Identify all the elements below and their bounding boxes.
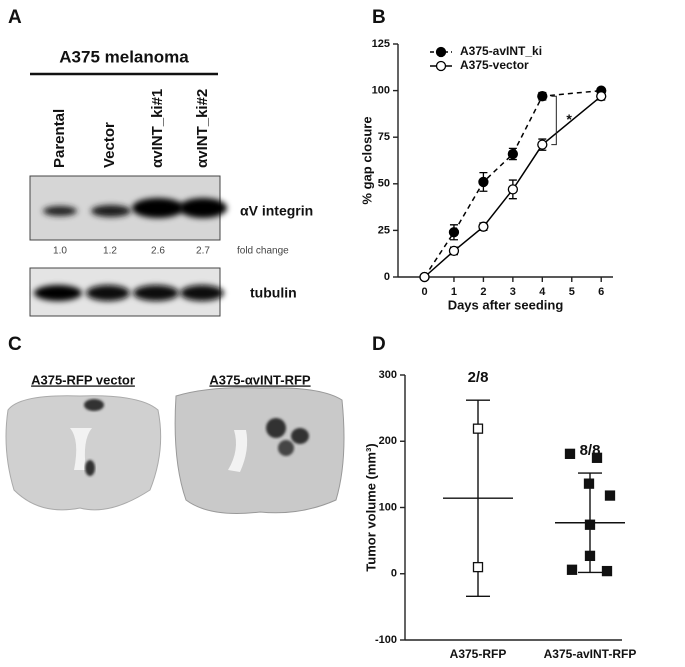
panel-label: C: [8, 334, 22, 355]
series-line: [424, 95, 602, 278]
point: [448, 245, 460, 257]
point: [537, 139, 548, 150]
x-tick-label: 1: [451, 286, 457, 298]
y-axis-label: Tumor volume (mm³): [363, 443, 378, 571]
point: [601, 565, 613, 577]
y-tick-label: 300: [379, 369, 397, 381]
x-axis-label: Days after seeding: [448, 297, 564, 312]
y-tick-label: 0: [384, 271, 390, 283]
point: [419, 271, 430, 283]
blot-lower: [29, 267, 224, 317]
y-tick-label: 100: [379, 501, 397, 513]
blot-title: A375 melanoma: [59, 47, 189, 66]
blot-upper: [29, 175, 227, 241]
point: [472, 423, 484, 434]
band-label: tubulin: [250, 285, 297, 301]
x-tick-label: A375-avINT-RFP: [544, 647, 637, 661]
point: [537, 91, 548, 102]
y-tick-label: 125: [372, 38, 390, 50]
fold-change: 2.6: [151, 246, 165, 257]
lane-label: Parental: [51, 109, 68, 168]
y-tick-label: 50: [378, 178, 390, 190]
series-line: [423, 89, 602, 278]
point: [448, 227, 460, 238]
y-tick-label: 25: [378, 224, 390, 236]
point: [596, 91, 607, 102]
panel-label: A: [8, 7, 22, 28]
point: [584, 550, 596, 562]
band-label: αV integrin: [240, 203, 313, 219]
point: [507, 148, 519, 160]
point: [591, 452, 603, 463]
fold-change: 1.2: [103, 246, 117, 257]
point: [478, 221, 489, 232]
brain-left: [5, 395, 162, 511]
annotation: *: [566, 111, 572, 127]
legend-marker: [435, 60, 447, 72]
x-tick-label: 4: [539, 286, 546, 298]
x-tick-label: 6: [598, 286, 604, 298]
brain-right: [174, 387, 345, 514]
point: [564, 448, 576, 459]
point: [583, 478, 595, 489]
annotation: 2/8: [468, 369, 489, 386]
y-tick-label: 0: [391, 568, 397, 580]
y-tick-label: 200: [379, 435, 397, 447]
x-tick-label: 3: [510, 286, 516, 298]
x-tick-label: 0: [421, 286, 427, 298]
point: [478, 176, 489, 188]
point: [507, 184, 519, 195]
legend-label: A375-avINT_ki: [460, 44, 542, 58]
y-axis-label: % gap closure: [359, 116, 374, 204]
fold-change: 1.0: [53, 246, 67, 257]
lane-label: αvINT_ki#1: [149, 89, 166, 168]
lane-label: αvINT_ki#2: [194, 89, 211, 168]
x-tick-label: A375-RFP: [450, 647, 507, 661]
point: [584, 519, 596, 530]
bracket: [551, 95, 557, 146]
x-tick-label: 5: [569, 286, 575, 298]
point: [604, 490, 616, 501]
y-tick-label: -100: [375, 634, 397, 646]
y-tick-label: 100: [372, 85, 390, 97]
y-tick-label: 75: [378, 131, 390, 143]
legend-label: A375-vector: [460, 58, 529, 72]
histology-title: A375-αvINT-RFP: [209, 372, 311, 387]
fold-change: 2.7: [196, 246, 210, 257]
annotation: 8/8: [580, 442, 601, 459]
panel-label: B: [372, 7, 386, 28]
point: [566, 564, 578, 575]
legend-marker: [435, 46, 447, 58]
lane-label: Vector: [101, 122, 118, 168]
x-tick-label: 2: [480, 286, 486, 298]
point: [472, 561, 484, 573]
histology-title: A375-RFP vector: [31, 372, 135, 387]
panel-label: D: [372, 334, 386, 355]
fold-change-label: fold change: [237, 246, 289, 257]
